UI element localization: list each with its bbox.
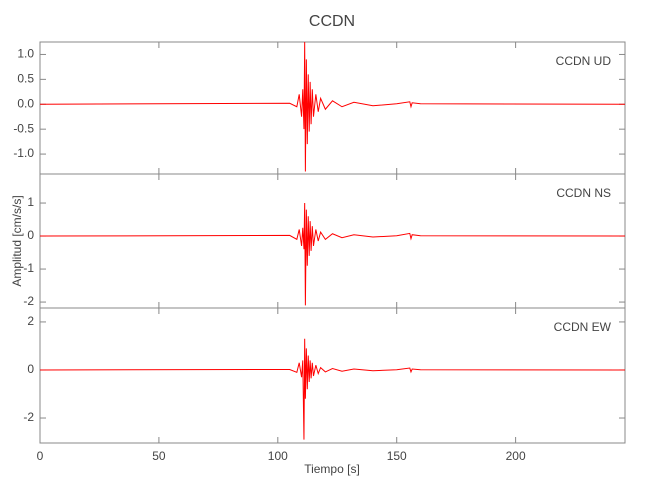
y-tick-label: 0.0: [17, 96, 34, 110]
y-tick-label: 1: [27, 195, 34, 209]
panel-label: CCDN NS: [556, 186, 611, 200]
waveform: [39, 338, 626, 440]
x-tick-label: 200: [506, 449, 526, 463]
panel-label: CCDN EW: [554, 320, 612, 334]
y-tick-label: -1.0: [13, 146, 34, 160]
panel-label: CCDN UD: [556, 54, 612, 68]
y-tick-label: -2: [23, 410, 34, 424]
panel-frame: [39, 307, 626, 444]
y-tick-label: -1: [23, 261, 34, 275]
x-tick-label: 100: [268, 449, 288, 463]
y-tick-label: -0.5: [13, 121, 34, 135]
waveform: [39, 203, 626, 306]
waveform: [39, 41, 626, 172]
y-tick-label: -2: [23, 294, 34, 308]
y-tick-label: 2: [27, 314, 34, 328]
y-tick-label: 0.5: [17, 72, 34, 86]
panel-frame: [39, 173, 626, 309]
x-tick-label: 0: [37, 449, 44, 463]
x-axis-label: Tiempo [s]: [304, 462, 360, 476]
y-tick-label: 0: [27, 228, 34, 242]
y-tick-label: 1.0: [17, 47, 34, 61]
y-axis-label: Amplitud [cm/s/s]: [10, 195, 24, 286]
panel-frame: [39, 41, 626, 175]
chart-title: CCDN: [309, 13, 355, 30]
y-tick-label: 0: [27, 362, 34, 376]
x-tick-label: 50: [152, 449, 166, 463]
x-tick-label: 150: [387, 449, 407, 463]
